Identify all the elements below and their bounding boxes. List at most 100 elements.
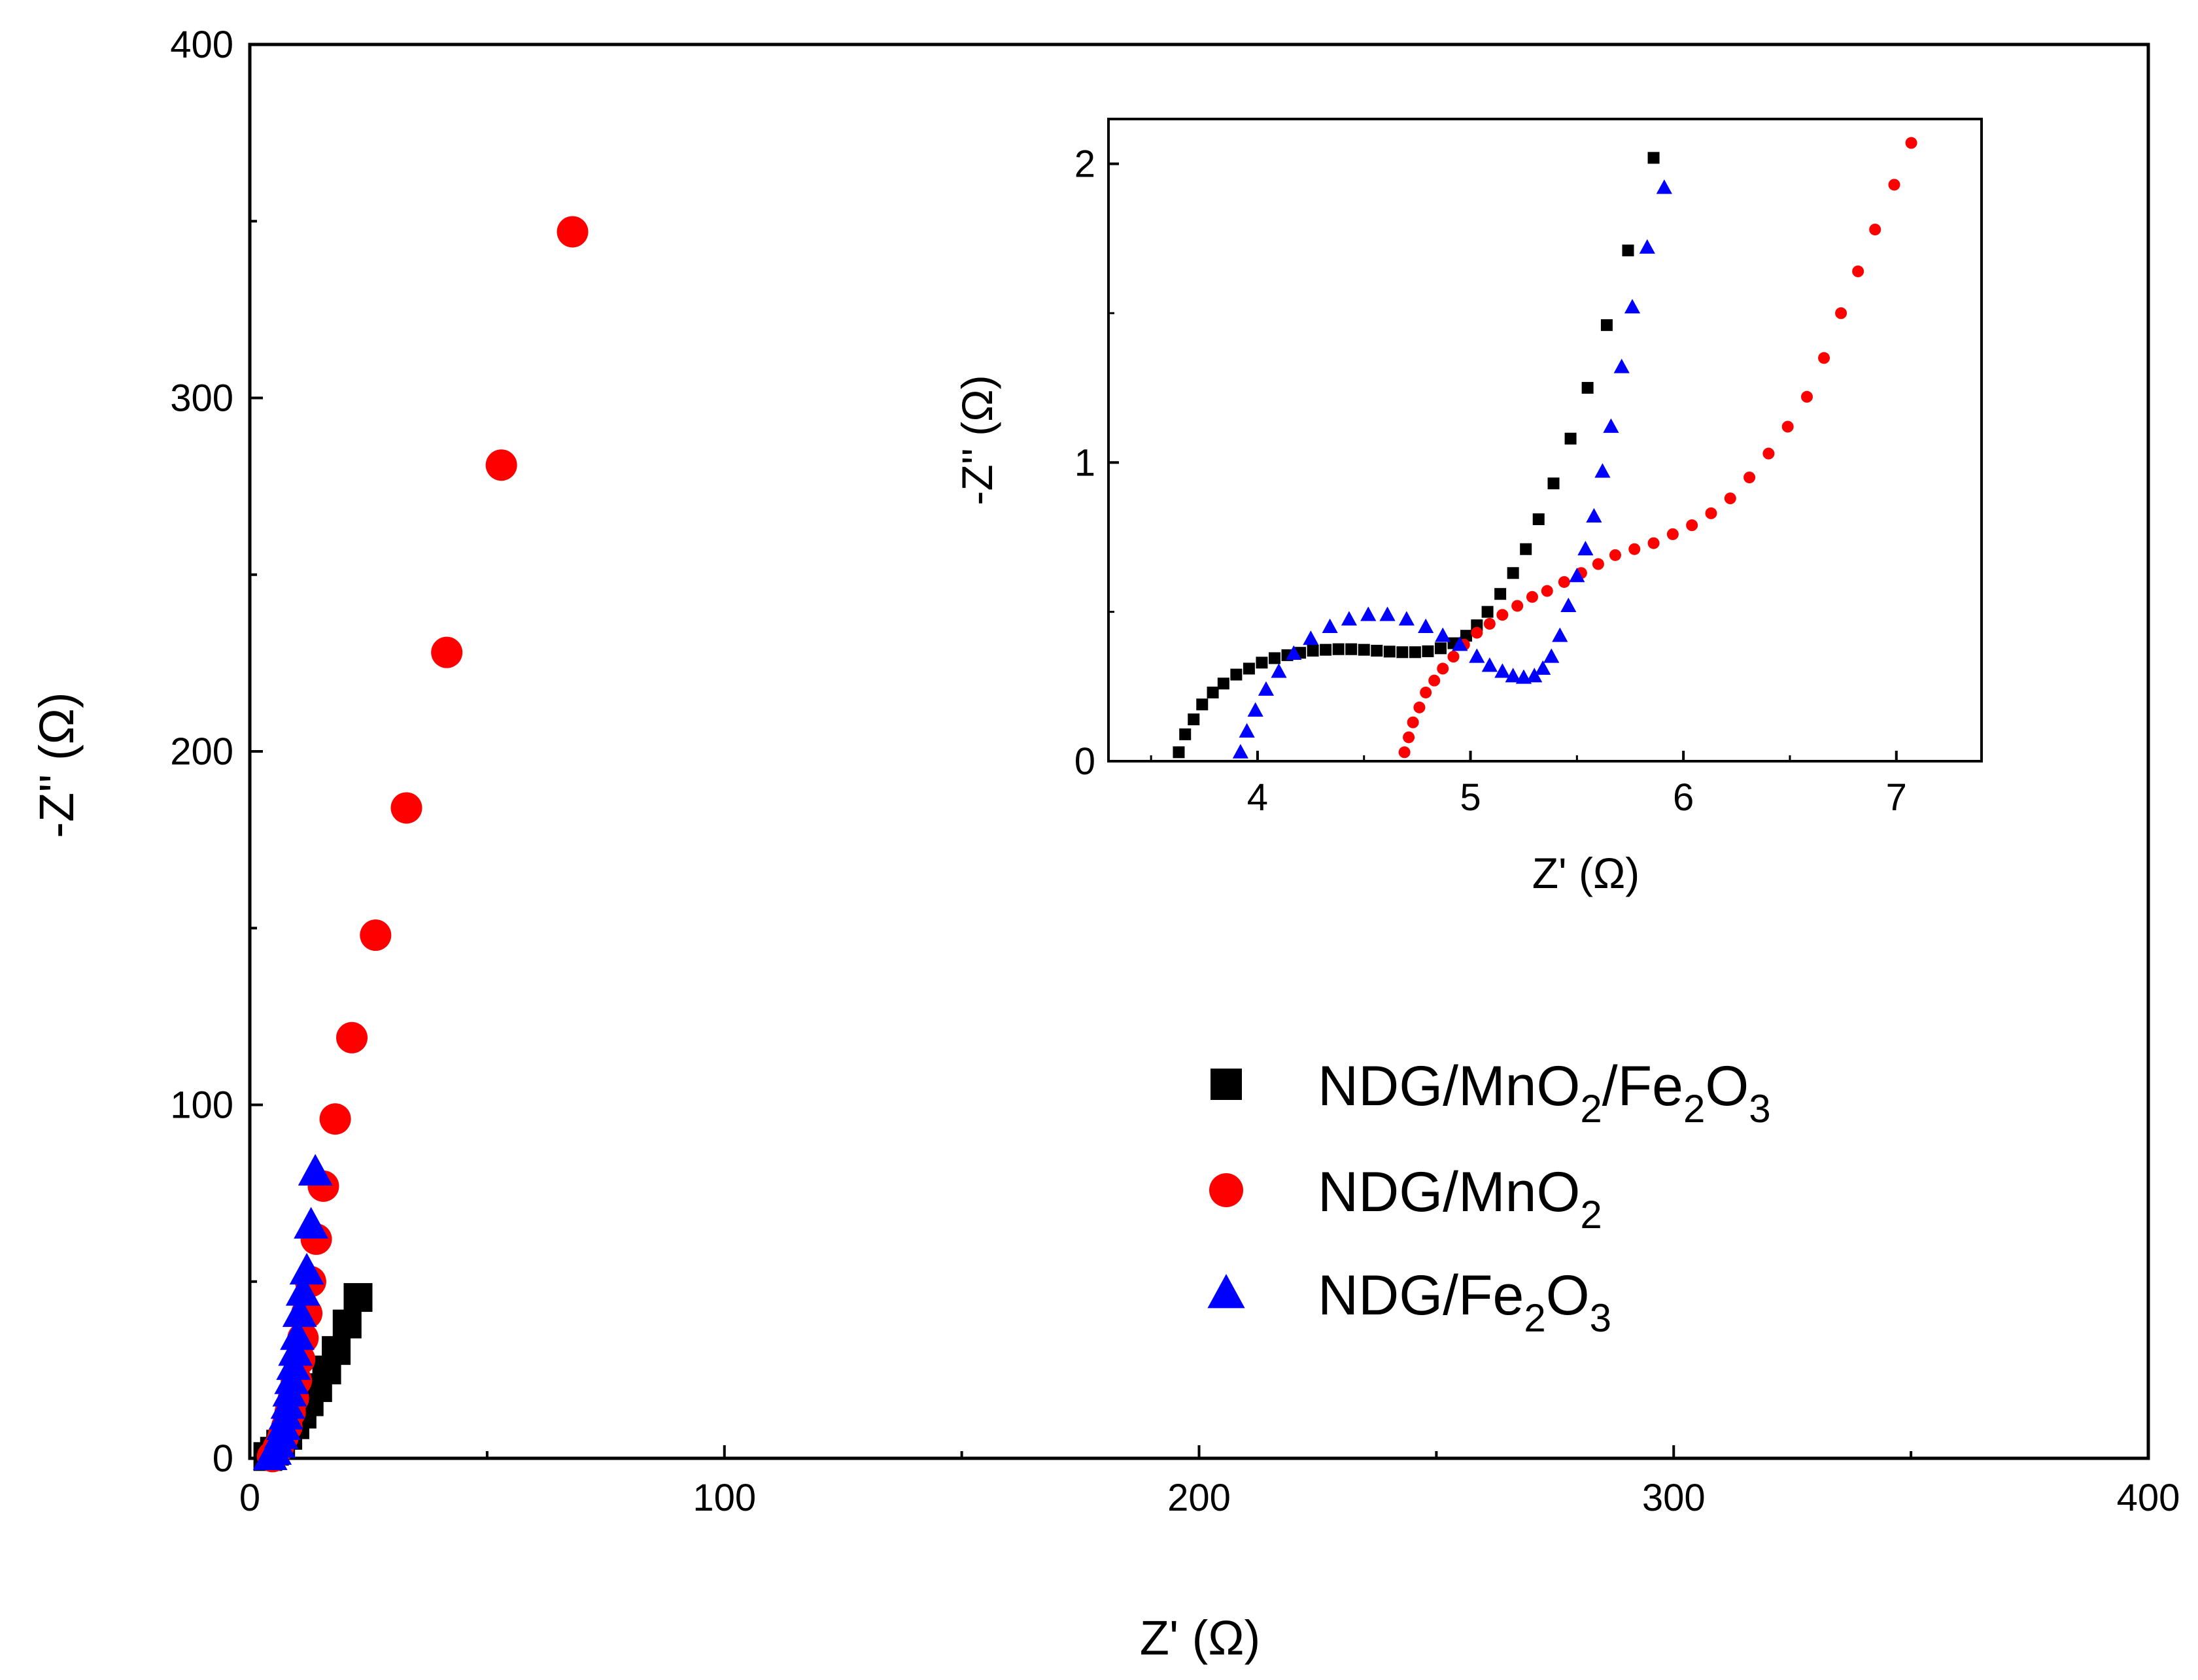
main-point-triangle	[298, 1154, 333, 1186]
inset-point-triangle	[1526, 668, 1543, 683]
inset-point-circle	[1869, 223, 1881, 235]
inset-point-circle	[1558, 575, 1570, 588]
inset-point-square	[1345, 643, 1358, 655]
inset-point-square	[1600, 319, 1613, 332]
inset-point-triangle	[1594, 463, 1611, 478]
inset-point-triangle	[1271, 663, 1287, 678]
inset-point-circle	[1471, 626, 1483, 639]
inset-point-circle	[1496, 609, 1509, 621]
inset-point-triangle	[1379, 606, 1396, 621]
inset-point-circle	[1888, 179, 1900, 191]
main-plot: 0 100 200 300 400 0 100 200 300 400 Z' (Ω) -Z'' (…	[29, 24, 2180, 1665]
main-point-circle	[431, 636, 463, 668]
inset-point-square	[1358, 643, 1370, 656]
inset-point-square	[1188, 713, 1200, 726]
inset-point-circle	[1686, 519, 1698, 532]
inset-point-triangle	[1552, 627, 1568, 642]
inset-point-circle	[1511, 600, 1524, 612]
inset-point-triangle	[1543, 648, 1560, 663]
inset-point-square	[1256, 657, 1268, 669]
inset-point-circle	[1526, 591, 1538, 603]
inset-point-square	[1547, 477, 1560, 490]
legend: NDG/MnO2​/Fe2​O3​ NDG/MnO2​ NDG/Fe2​O3​	[1207, 1055, 1771, 1340]
main-point-circle	[557, 216, 589, 248]
inset-data-points	[1173, 137, 1917, 759]
inset-x-tick-label: 7	[1886, 776, 1907, 819]
inset-point-circle	[1541, 585, 1553, 597]
inset-point-circle	[1852, 265, 1864, 277]
main-x-tick-label: 200	[1167, 1477, 1231, 1519]
inset-point-circle	[1609, 549, 1621, 561]
inset-point-triangle	[1560, 597, 1577, 612]
inset-x-tick-label: 6	[1673, 776, 1694, 819]
inset-point-square	[1494, 588, 1507, 600]
inset-point-triangle	[1481, 657, 1498, 672]
inset-point-circle	[1407, 716, 1419, 729]
main-y-tick-label: 100	[170, 1084, 233, 1127]
main-point-triangle	[278, 1334, 313, 1366]
inset-point-circle	[1743, 471, 1756, 484]
inset-point-triangle	[1258, 681, 1275, 696]
inset-point-square	[1173, 746, 1185, 759]
main-y-axis-title: -Z'' (Ω)	[29, 692, 84, 838]
main-series-ndg-fe2o3	[252, 1154, 333, 1470]
inset-point-square	[1230, 668, 1243, 681]
inset-point-circle	[1420, 686, 1432, 698]
inset-point-triangle	[1239, 723, 1255, 738]
inset-series-ndg-fe2o3	[1232, 179, 1672, 759]
inset-point-circle	[1818, 352, 1830, 364]
legend-label: NDG/MnO2​/Fe2​O3​	[1318, 1055, 1771, 1131]
legend-marker-square	[1211, 1069, 1242, 1100]
inset-series-ndg-mno2-fe2o3	[1173, 152, 1660, 759]
inset-point-triangle	[1398, 611, 1415, 626]
inset-point-square	[1422, 645, 1434, 657]
inset-point-triangle	[1505, 668, 1521, 683]
inset-point-square	[1268, 652, 1280, 664]
inset-point-square	[1532, 513, 1545, 526]
inset-point-square	[1320, 643, 1332, 656]
inset-point-square	[1507, 567, 1519, 579]
inset-point-square	[1481, 606, 1494, 618]
main-data-points	[252, 216, 589, 1473]
inset-point-triangle	[1603, 418, 1619, 433]
inset-point-triangle	[1624, 299, 1641, 314]
inset-point-square	[1581, 382, 1594, 394]
legend-item-ndg-mno2: NDG/MnO2​	[1209, 1161, 1602, 1237]
inset-point-triangle	[1435, 627, 1451, 642]
legend-item-ndg-mno2-fe2o3: NDG/MnO2​/Fe2​O3​	[1211, 1055, 1771, 1131]
inset-point-circle	[1437, 662, 1449, 675]
main-x-axis-title: Z' (Ω)	[1140, 1611, 1261, 1665]
inset-series-ndg-mno2	[1398, 137, 1917, 759]
inset-point-circle	[1666, 528, 1679, 540]
inset-point-triangle	[1418, 618, 1434, 633]
inset-point-triangle	[1639, 239, 1655, 254]
inset-y-tick-label: 0	[1074, 740, 1095, 783]
main-point-triangle	[282, 1295, 317, 1328]
inset-point-triangle	[1247, 702, 1263, 717]
main-y-tick-label: 300	[170, 377, 233, 420]
main-point-triangle	[280, 1318, 315, 1350]
inset-point-square	[1396, 646, 1409, 659]
main-point-circle	[336, 1021, 368, 1054]
inset-point-triangle	[1360, 606, 1377, 621]
inset-point-triangle	[1341, 611, 1358, 626]
inset-x-tick-label: 5	[1460, 776, 1481, 819]
inset-point-square	[1520, 543, 1532, 555]
inset-point-triangle	[1494, 663, 1511, 678]
inset-point-triangle	[1303, 630, 1319, 645]
main-y-tick-label: 0	[213, 1437, 233, 1480]
main-point-triangle	[285, 1274, 320, 1306]
inset-point-circle	[1835, 307, 1847, 319]
inset-point-circle	[1647, 537, 1660, 549]
inset-x-axis-title: Z' (Ω)	[1532, 849, 1640, 897]
main-point-square	[332, 1309, 362, 1339]
inset-point-circle	[1447, 651, 1460, 663]
inset-y-axis-title: -Z'' (Ω)	[953, 375, 1001, 505]
inset-point-triangle	[1469, 648, 1485, 663]
legend-label: NDG/MnO2​	[1318, 1161, 1602, 1237]
inset-point-square	[1564, 432, 1577, 445]
inset-point-square	[1196, 698, 1209, 711]
main-x-tick-label: 300	[1642, 1477, 1706, 1519]
inset-point-square	[1207, 686, 1219, 698]
inset-point-square	[1371, 645, 1383, 657]
